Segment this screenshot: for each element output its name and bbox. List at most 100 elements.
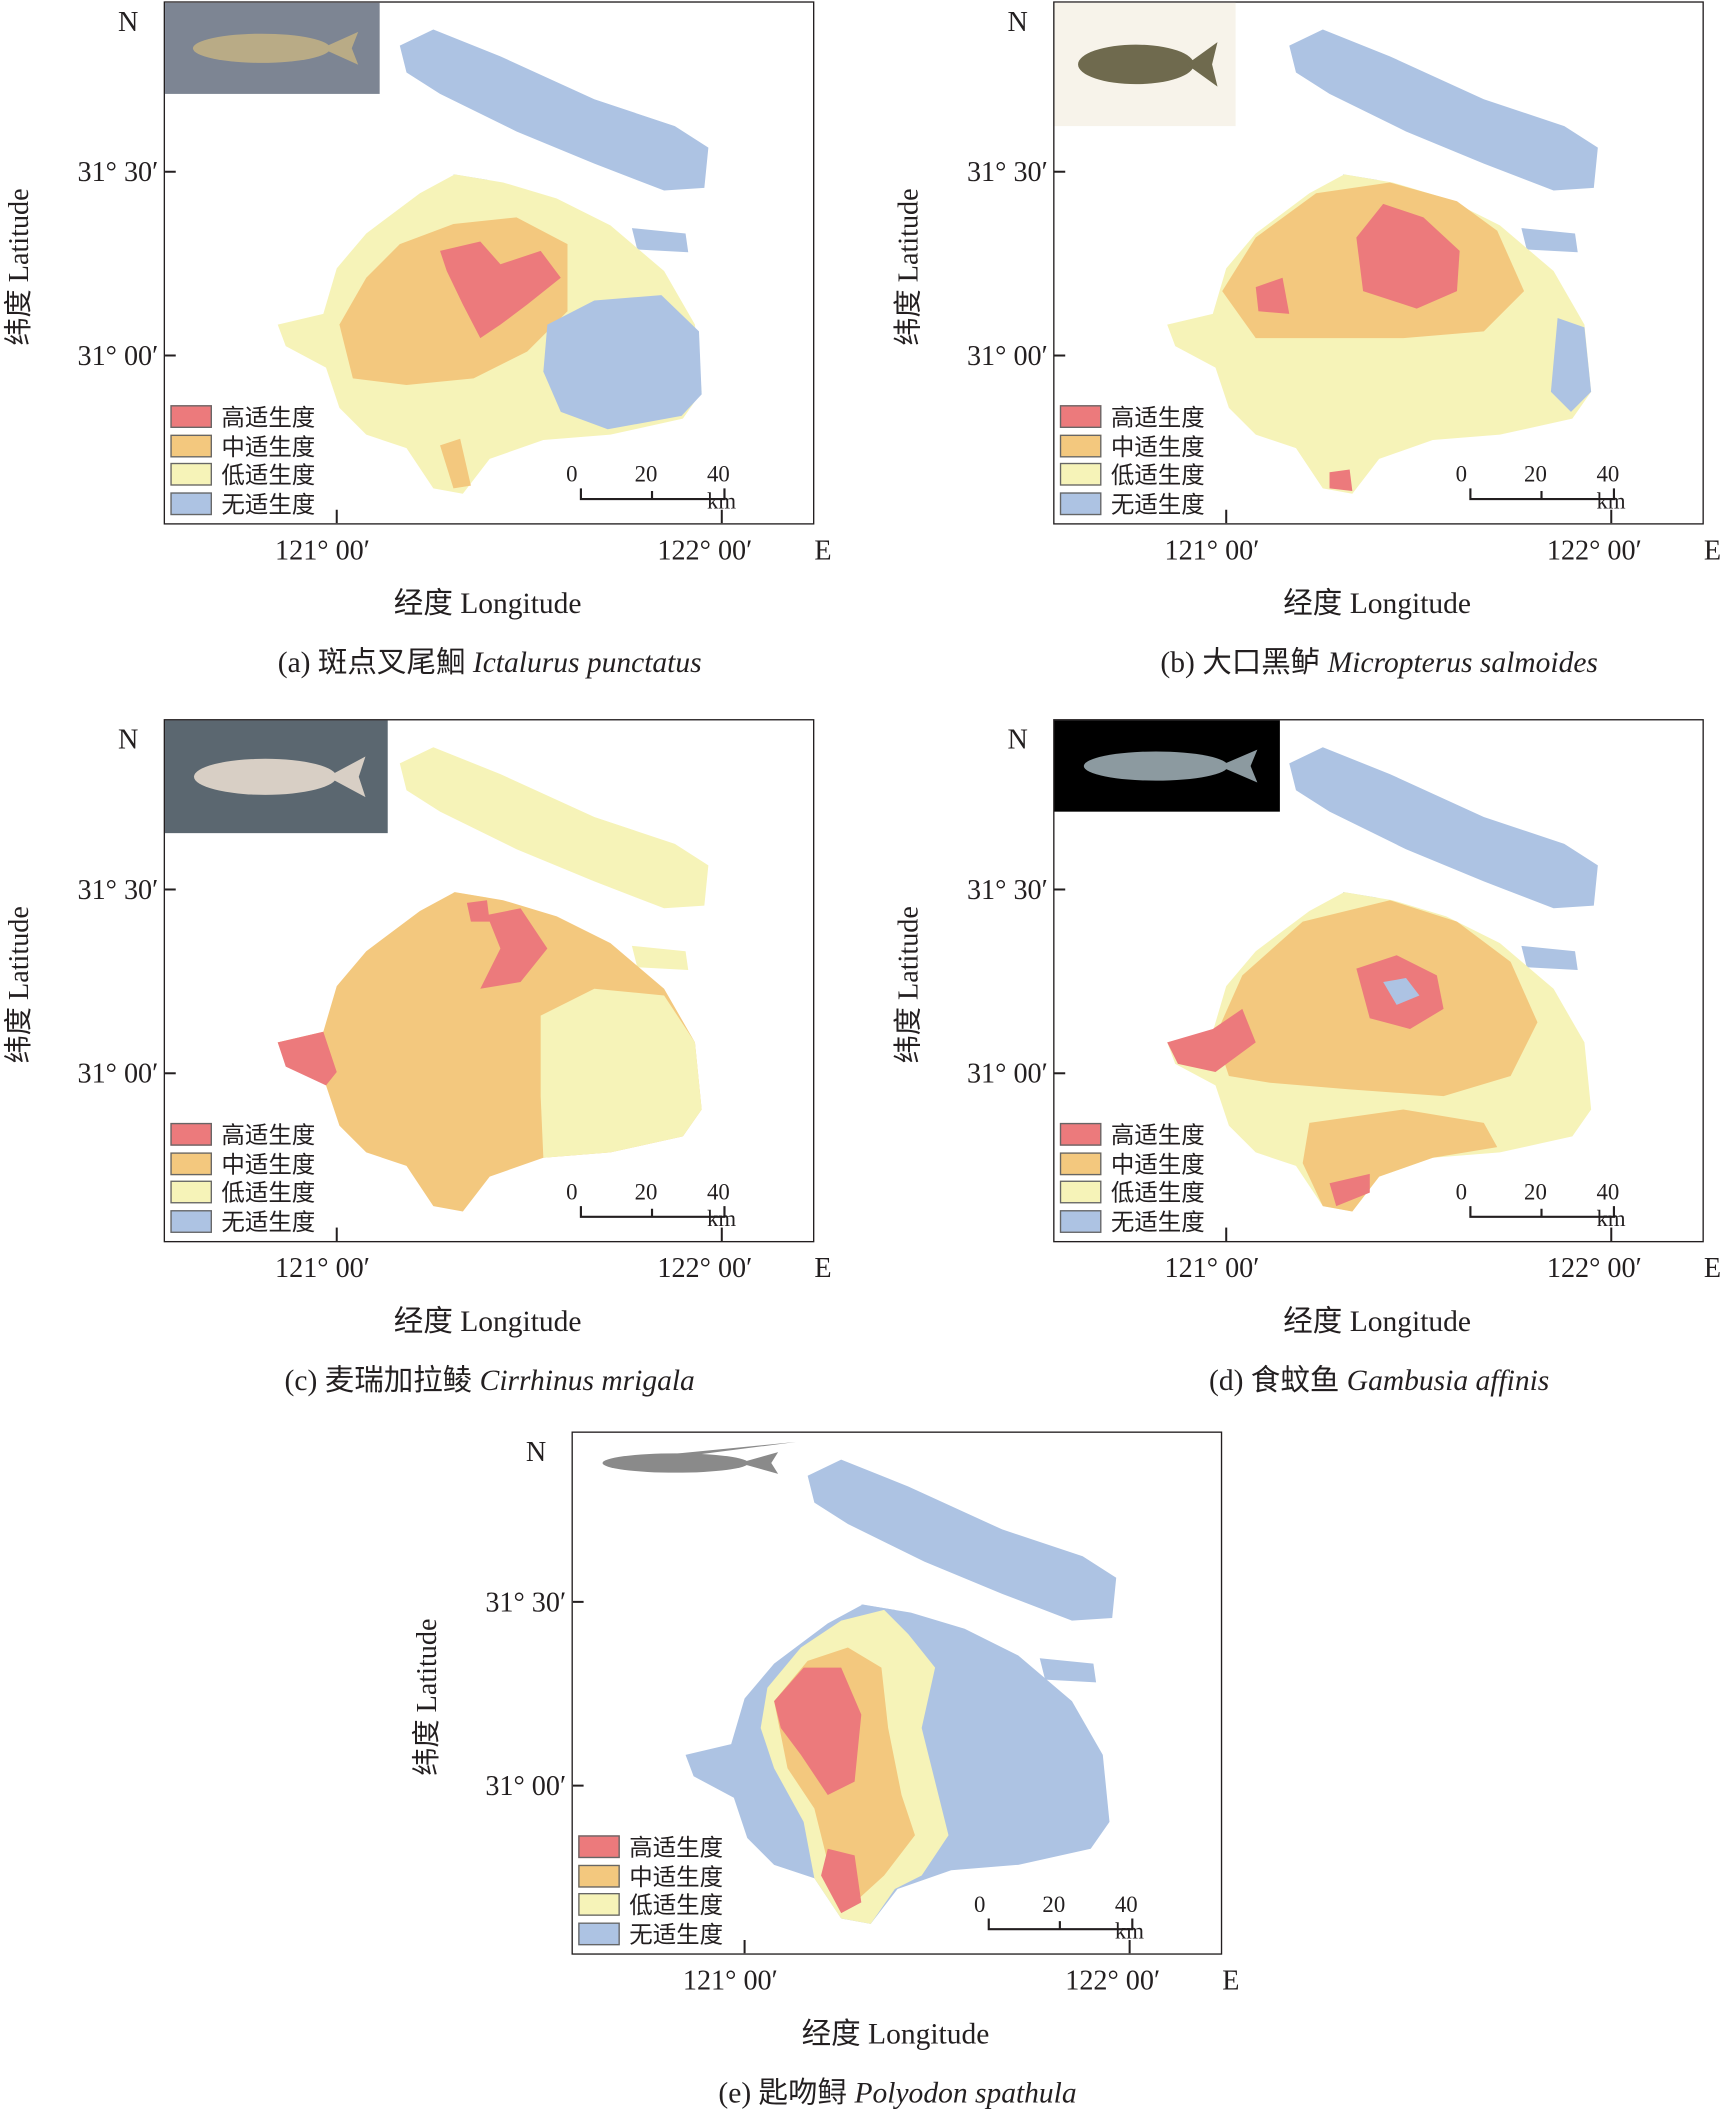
chongming-island [1289, 747, 1598, 909]
map-frame: 高适生度 中适生度 低适生度 无适生度 0 20 40 km [163, 719, 815, 1243]
hengsha-island [631, 945, 689, 970]
fish-photo [602, 1441, 797, 1474]
map-frame: 高适生度 中适生度 低适生度 无适生度 0 20 40 km [571, 1431, 1223, 1955]
legend-item-none: 无适生度 [170, 489, 315, 518]
legend-swatch-high [170, 1123, 212, 1147]
lon-tick-label: 121° 00′ [275, 533, 370, 567]
legend: 高适生度 中适生度 低适生度 无适生度 [170, 1120, 315, 1235]
scale-label: 20 [634, 1179, 658, 1205]
caption-latin-name: Gambusia affinis [1346, 1363, 1550, 1397]
caption-chinese-name: 麦瑞加拉鲮 [324, 1363, 473, 1397]
lat-tick-label: 31° 30′ [966, 873, 1048, 906]
suitability-zone-none [1383, 978, 1420, 1005]
chongming-island [399, 747, 709, 909]
scale-label: 0 [974, 1891, 986, 1918]
hengsha-island [1521, 228, 1578, 253]
legend-label: 无适生度 [221, 490, 316, 518]
legend: 高适生度 中适生度 低适生度 无适生度 [1059, 402, 1205, 518]
caption-latin-name: Micropterus salmoides [1327, 645, 1598, 679]
legend-label: 高适生度 [221, 1121, 316, 1149]
suitability-zone-mid [339, 217, 568, 386]
legend-label: 低适生度 [221, 461, 316, 489]
scale-label: 0 [1455, 1179, 1468, 1205]
north-label: N [118, 5, 139, 38]
panel-caption: (b) 大口黑鲈 Micropterus salmoides [943, 639, 1728, 682]
scale-label: 40 km [1596, 1179, 1626, 1232]
lon-tick-label: 121° 00′ [1164, 533, 1260, 567]
legend-label: 中适生度 [629, 1863, 724, 1890]
caption-tag: (e) [718, 2075, 752, 2109]
lon-tick-label: 122° 00′ [657, 1251, 753, 1284]
legend-item-low: 低适生度 [578, 1890, 723, 1919]
legend-swatch-mid [578, 1864, 620, 1888]
legend-swatch-high [170, 405, 212, 429]
lat-tick-label: 31° 30′ [77, 155, 159, 188]
chongming-island [399, 29, 709, 191]
hengsha-island [631, 228, 689, 253]
legend-label: 无适生度 [629, 1920, 724, 1948]
legend-swatch-mid [1059, 1152, 1102, 1175]
legend-swatch-none [170, 1209, 212, 1233]
panel-caption: (d) 食蚊鱼 Gambusia affinis [943, 1356, 1728, 1399]
lat-tick-label: 31° 30′ [77, 873, 159, 906]
legend-label: 无适生度 [221, 1208, 316, 1236]
lat-tick-label: 31° 00′ [966, 1057, 1048, 1090]
legend-swatch-low [1059, 1180, 1102, 1204]
east-label: E [814, 1251, 832, 1284]
suitability-map [572, 1432, 1134, 1954]
scale-label: 40 km [1596, 461, 1626, 514]
legend-label: 中适生度 [1110, 1150, 1205, 1178]
lat-tick-label: 31° 30′ [485, 1585, 567, 1618]
caption-tag: (b) [1160, 645, 1195, 679]
legend-label: 中适生度 [221, 1150, 316, 1178]
legend-item-mid: 中适生度 [1059, 431, 1205, 460]
legend-item-mid: 中适生度 [170, 431, 315, 460]
legend-item-none: 无适生度 [170, 1207, 315, 1236]
legend-item-none: 无适生度 [578, 1919, 723, 1948]
y-axis-title: 纬度 Latitude [892, 906, 925, 1064]
suitability-zone-high [466, 900, 490, 922]
map-panel-e: 高适生度 中适生度 低适生度 无适生度 0 20 40 km N 31° 30′ 31° 00′ 纬… [408, 1430, 1267, 2128]
suitability-map [165, 2, 726, 524]
legend-swatch-low [170, 463, 212, 486]
scale-label: 40 km [707, 461, 737, 514]
suitability-map [1054, 2, 1616, 524]
legend-item-high: 高适生度 [170, 402, 315, 431]
caption-latin-name: Cirrhinus mrigala [479, 1363, 695, 1397]
suitability-map [165, 720, 726, 1241]
x-axis-title: 经度 Longitude [801, 2016, 990, 2050]
east-label: E [1703, 1251, 1722, 1284]
legend-swatch-high [578, 1835, 620, 1859]
caption-chinese-name: 大口黑鲈 [1202, 645, 1321, 679]
caption-latin-name: Ictalurus punctatus [472, 645, 702, 679]
map-frame: 高适生度 中适生度 低适生度 无适生度 0 20 40 km [163, 1, 815, 525]
suitability-zone-high [1329, 469, 1353, 492]
legend-swatch-mid [1059, 434, 1102, 458]
caption-latin-name: Polyodon spathula [854, 2075, 1077, 2109]
fish-photo [193, 756, 366, 798]
north-label: N [525, 1435, 547, 1468]
suitability-zone-high [821, 1848, 862, 1914]
legend-item-high: 高适生度 [1059, 402, 1205, 431]
suitability-map [1054, 720, 1616, 1241]
panel-caption: (e) 匙吻鲟 Polyodon spathula [462, 2069, 1334, 2112]
x-axis-title: 经度 Longitude [1283, 1304, 1472, 1338]
legend-item-mid: 中适生度 [170, 1149, 315, 1178]
legend-swatch-low [170, 1180, 212, 1204]
suitability-zone-low [540, 988, 702, 1158]
scale-bar: 0 20 40 km [974, 1891, 1149, 1946]
legend-item-none: 无适生度 [1059, 489, 1205, 518]
legend-label: 高适生度 [221, 404, 316, 431]
suitability-zone-mid [440, 438, 471, 489]
y-axis-title: 纬度 Latitude [410, 1618, 443, 1776]
legend: 高适生度 中适生度 低适生度 无适生度 [170, 402, 316, 518]
x-axis-title: 经度 Longitude [1283, 586, 1472, 620]
lon-tick-label: 121° 00′ [275, 1251, 370, 1284]
panel-caption: (c) 麦瑞加拉鲮 Cirrhinus mrigala [54, 1356, 926, 1399]
suitability-zone-high [480, 908, 548, 989]
scale-label: 20 [1524, 461, 1547, 488]
suitability-zone-high [277, 1031, 337, 1086]
scale-label: 0 [1455, 461, 1468, 488]
legend-item-mid: 中适生度 [578, 1861, 723, 1890]
